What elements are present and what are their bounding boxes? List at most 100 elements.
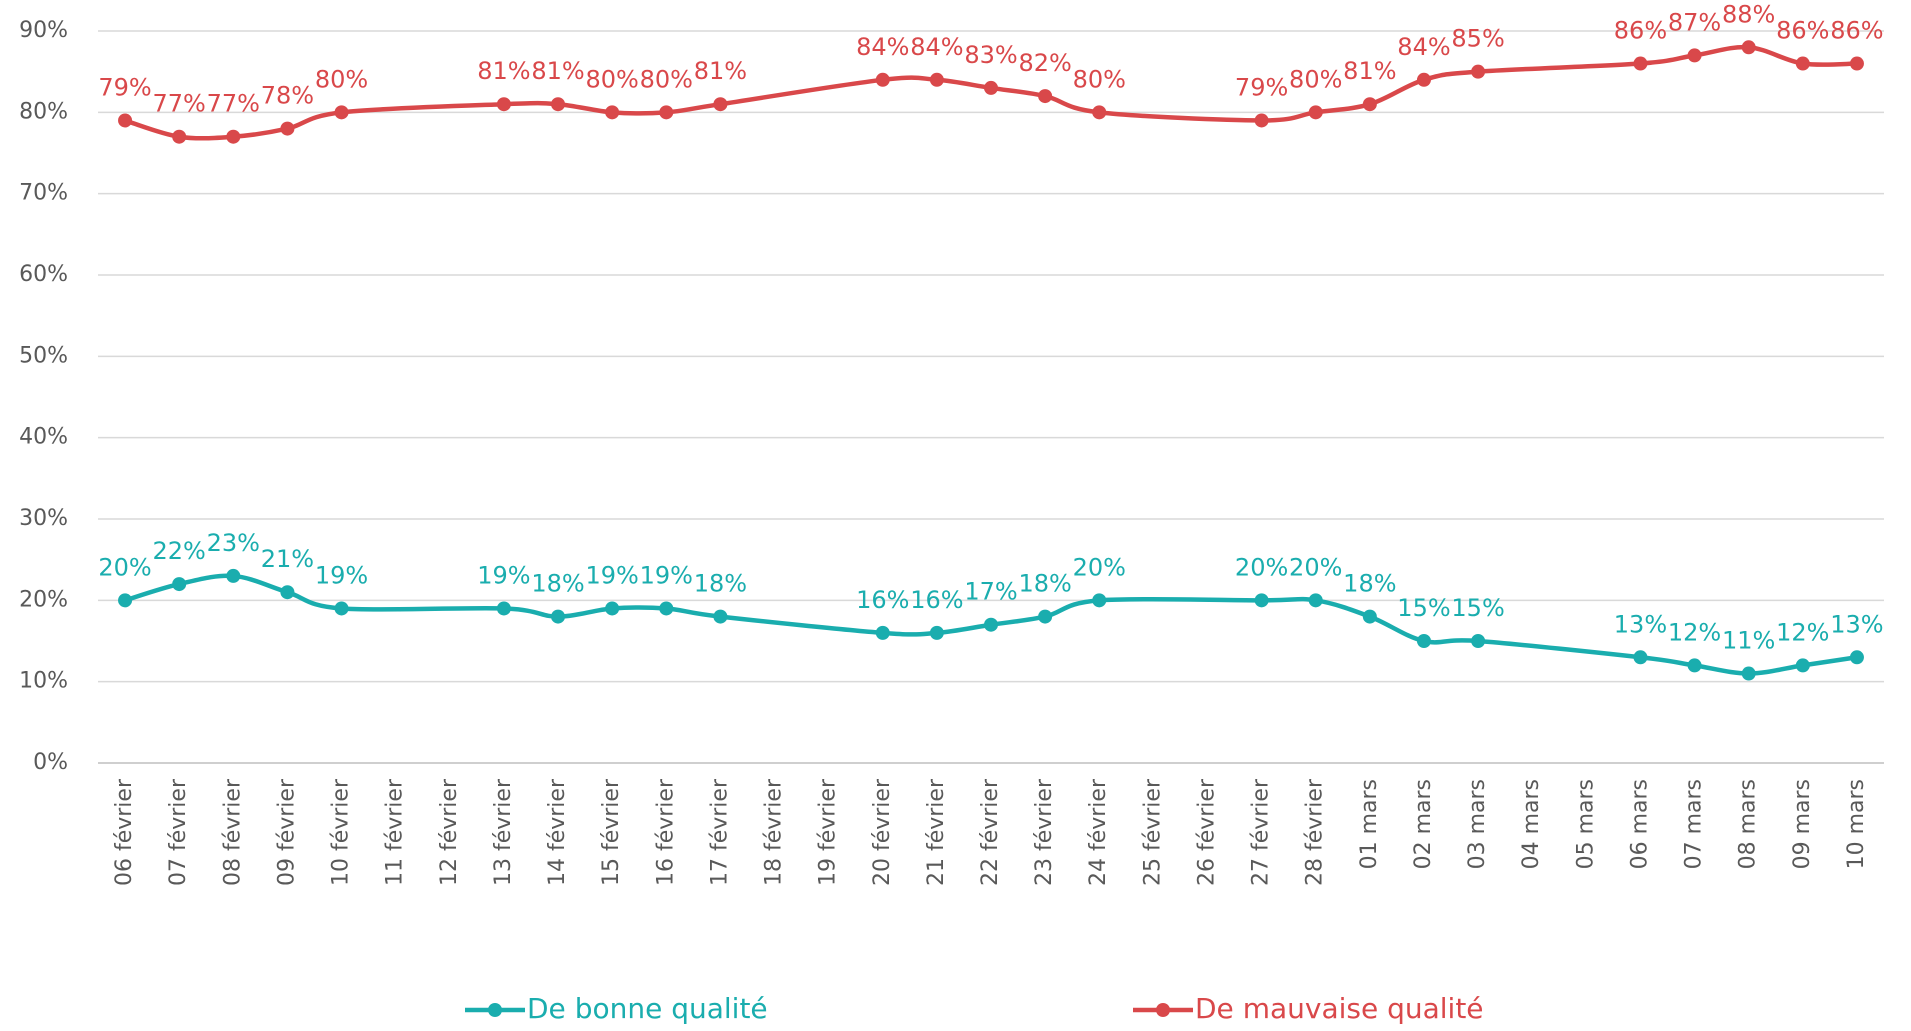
x-tick-label: 01 mars — [1357, 779, 1382, 869]
point — [875, 72, 890, 87]
data-label: 20% — [1235, 553, 1288, 581]
point — [1254, 593, 1269, 608]
x-tick-label: 11 février — [383, 778, 408, 886]
x-tick-label: 15 février — [599, 778, 624, 886]
x-tick-label: 27 février — [1249, 778, 1274, 886]
x-tick-label: 09 février — [274, 778, 299, 886]
y-tick-label: 0% — [33, 750, 68, 775]
point — [713, 609, 728, 624]
data-label: 83% — [964, 41, 1017, 69]
point — [1471, 634, 1486, 648]
x-tick-label: 22 février — [978, 778, 1003, 886]
x-tick-label: 13 février — [491, 778, 516, 886]
data-label: 84% — [1397, 33, 1450, 61]
x-tick-label: 17 février — [707, 778, 732, 886]
point — [1471, 64, 1486, 79]
data-label: 18% — [1018, 570, 1071, 598]
point — [929, 625, 944, 640]
x-tick-label: 12 février — [437, 778, 462, 886]
x-tick-label: 18 février — [762, 778, 787, 886]
data-label: 19% — [315, 561, 368, 589]
x-tick-label: 23 février — [1032, 778, 1057, 886]
x-tick-label: 21 février — [924, 778, 949, 886]
x-tick-label: 24 février — [1086, 778, 1111, 886]
point — [659, 601, 674, 616]
data-label: 78% — [261, 82, 314, 110]
x-tick-label: 20 février — [870, 778, 895, 886]
y-tick-label: 90% — [19, 18, 68, 43]
point — [1849, 56, 1864, 71]
x-tick-label: 02 mars — [1411, 779, 1436, 869]
point — [1795, 56, 1810, 71]
data-label: 19% — [477, 561, 530, 589]
x-tick-label: 10 février — [329, 778, 354, 886]
point — [875, 625, 890, 640]
x-tick-label: 07 février — [166, 778, 191, 886]
point — [551, 609, 566, 624]
x-tick-label: 07 mars — [1682, 779, 1707, 869]
data-label: 22% — [153, 537, 206, 565]
point — [1416, 72, 1431, 87]
data-label: 85% — [1451, 25, 1504, 53]
point — [1741, 40, 1756, 55]
point — [226, 129, 241, 144]
point — [713, 97, 728, 112]
y-tick-label: 10% — [19, 669, 68, 694]
point — [1308, 593, 1323, 608]
point — [172, 129, 187, 144]
data-label: 81% — [477, 57, 530, 85]
y-tick-label: 60% — [19, 262, 68, 287]
point — [605, 601, 620, 616]
point — [496, 601, 511, 616]
point — [280, 121, 295, 136]
data-label: 20% — [1289, 553, 1342, 581]
data-label: 19% — [640, 561, 693, 589]
y-tick-label: 70% — [19, 181, 68, 206]
data-label: 79% — [98, 73, 151, 101]
data-label: 21% — [261, 545, 314, 573]
point — [1362, 609, 1377, 624]
data-label: 80% — [1289, 65, 1342, 93]
point — [1687, 658, 1702, 673]
point — [1038, 609, 1053, 624]
x-tick-label: 19 février — [816, 778, 841, 886]
legend-label: De mauvaise qualité — [1195, 992, 1484, 1025]
point — [334, 601, 349, 616]
data-label: 20% — [98, 553, 151, 581]
y-tick-label: 40% — [19, 425, 68, 450]
x-tick-label: 08 mars — [1736, 779, 1761, 869]
data-label: 16% — [856, 586, 909, 614]
data-label: 77% — [207, 90, 260, 118]
x-tick-label: 25 février — [1140, 778, 1165, 886]
data-label: 81% — [531, 57, 584, 85]
data-label: 12% — [1668, 618, 1721, 646]
data-label: 18% — [694, 570, 747, 598]
data-label: 80% — [315, 65, 368, 93]
data-label: 86% — [1614, 17, 1667, 45]
data-label: 15% — [1397, 594, 1450, 622]
data-label: 86% — [1776, 17, 1829, 45]
point — [496, 97, 511, 112]
point — [226, 568, 241, 583]
data-label: 87% — [1668, 8, 1721, 36]
x-tick-label: 16 février — [653, 778, 678, 886]
y-tick-label: 30% — [19, 506, 68, 531]
point — [280, 585, 295, 600]
data-label: 80% — [1073, 65, 1126, 93]
data-label: 16% — [910, 586, 963, 614]
point — [1362, 97, 1377, 112]
data-label: 11% — [1722, 627, 1775, 655]
x-tick-label: 04 mars — [1519, 779, 1544, 869]
data-label: 86% — [1830, 17, 1883, 45]
y-tick-label: 80% — [19, 99, 68, 124]
data-label: 79% — [1235, 73, 1288, 101]
legend-marker — [488, 1003, 502, 1017]
x-tick-label: 03 mars — [1465, 779, 1490, 869]
point — [118, 113, 133, 128]
point — [1416, 634, 1431, 648]
x-tick-label: 09 mars — [1790, 779, 1815, 869]
data-label: 84% — [856, 33, 909, 61]
y-tick-label: 50% — [19, 343, 68, 368]
y-tick-label: 20% — [19, 587, 68, 612]
